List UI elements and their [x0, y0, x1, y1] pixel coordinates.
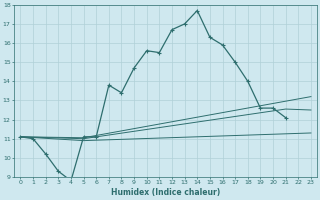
- X-axis label: Humidex (Indice chaleur): Humidex (Indice chaleur): [111, 188, 220, 197]
